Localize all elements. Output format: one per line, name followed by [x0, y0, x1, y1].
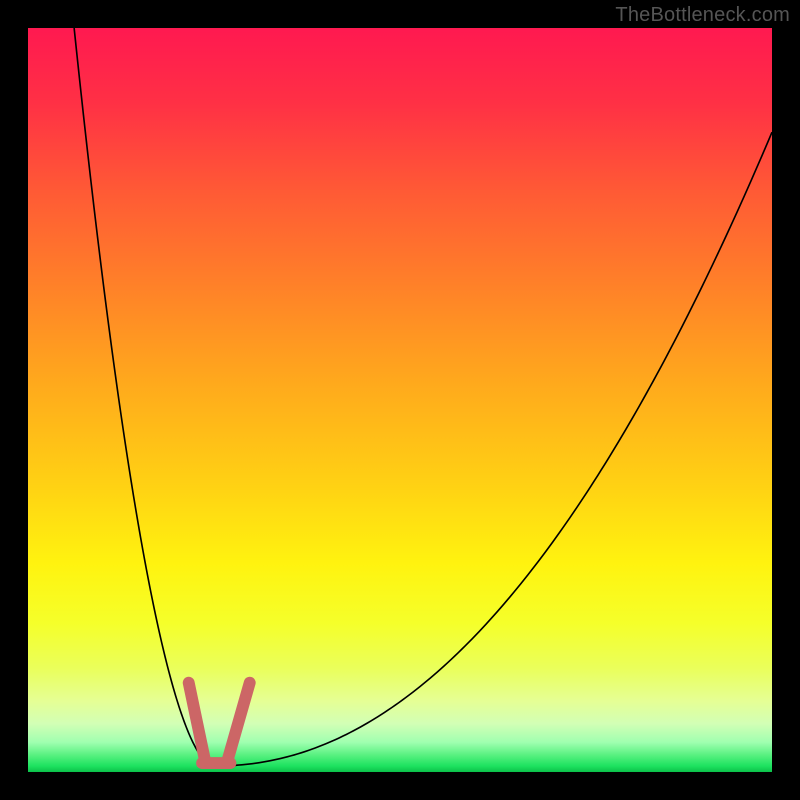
chart-plot-area: [28, 28, 772, 772]
chart-background: [28, 28, 772, 772]
watermark-text: TheBottleneck.com: [615, 4, 790, 27]
chart-svg: [28, 28, 772, 772]
